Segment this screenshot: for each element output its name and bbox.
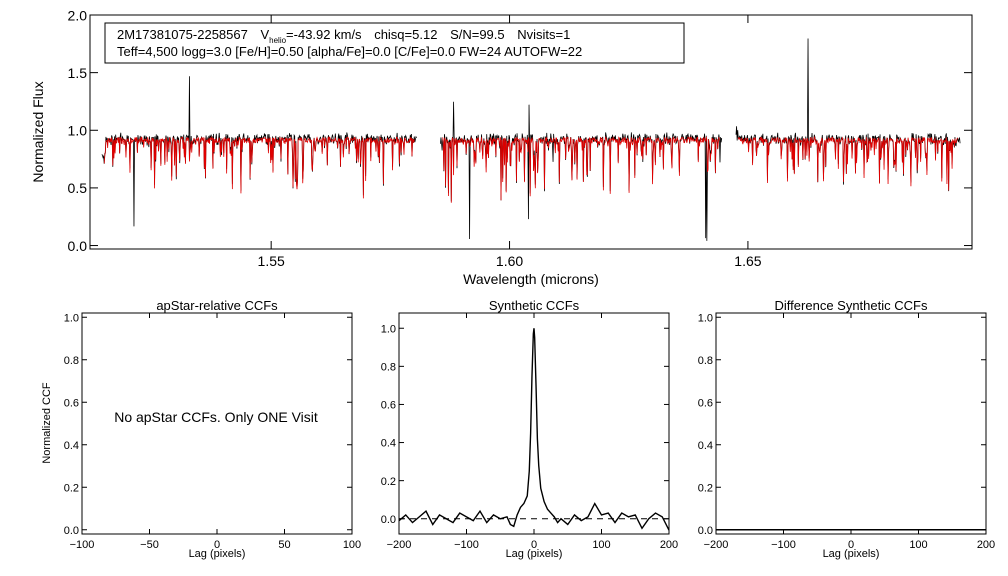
apstar-ccf-x-tick-label: −100 bbox=[70, 539, 95, 551]
synthetic-ccf-x-tick-label: −200 bbox=[387, 539, 412, 551]
spectrum-x-tick-label: 1.65 bbox=[734, 253, 761, 269]
synthetic-ccf-y-tick-label: 1.0 bbox=[381, 323, 396, 335]
model-spectrum-line bbox=[442, 135, 720, 203]
spectrum-axis-ticks: 1.55 1.60 1.65 0.0 0.5 1.0 1.5 2.0 bbox=[68, 7, 972, 269]
apstar-ccf-y-axis-label: Normalized CCF bbox=[41, 382, 53, 464]
difference-ccf-y-tick-label: 0.4 bbox=[698, 440, 713, 452]
synthetic-ccf-x-tick-label: 0 bbox=[531, 539, 537, 551]
synthetic-ccf-x-tick-label: 200 bbox=[660, 539, 678, 551]
difference-ccf-y-tick-label: 0.0 bbox=[698, 525, 713, 537]
apstar-ccf-y-tick-label: 0.4 bbox=[64, 440, 79, 452]
apstar-ccf-x-tick-label: 0 bbox=[214, 539, 220, 551]
spectrum-y-tick-label: 1.5 bbox=[68, 65, 88, 81]
model-spectrum-line bbox=[737, 135, 959, 191]
spectrum-panel: 1.55 1.60 1.65 0.0 0.5 1.0 1.5 2.0 Wavelength (… bbox=[30, 7, 973, 287]
spectrum-y-tick-label: 2.0 bbox=[68, 7, 88, 23]
apstar-ccf-x-tick-label: 100 bbox=[343, 539, 361, 551]
apstar-ccf-x-axis-label: Lag (pixels) bbox=[189, 548, 246, 560]
difference-ccf-x-tick-label: 0 bbox=[848, 539, 854, 551]
synthetic-ccf-x-tick-label: −100 bbox=[454, 539, 479, 551]
apstar-ccf-x-tick-label: 50 bbox=[278, 539, 290, 551]
apstar-ccf-axis-ticks: −100 −50 0 50 100 0.0 0.2 0.4 0.6 0.8 1.0 bbox=[64, 312, 361, 551]
v-helio-subscript: helio bbox=[269, 36, 286, 45]
synthetic-ccf-y-tick-label: 0.6 bbox=[381, 400, 396, 412]
synthetic-ccf-title: Synthetic CCFs bbox=[489, 298, 580, 313]
synthetic-ccf-x-tick-label: 100 bbox=[592, 539, 610, 551]
difference-ccf-x-tick-label: −200 bbox=[704, 539, 729, 551]
difference-ccf-plot-frame bbox=[715, 312, 987, 535]
synthetic-ccf-y-tick-label: 0.0 bbox=[381, 514, 396, 526]
spectrum-x-tick-label: 1.60 bbox=[496, 253, 523, 269]
v-helio-value: =-43.92 km/s bbox=[286, 27, 362, 42]
chisq-value: chisq=5.12 bbox=[374, 27, 437, 42]
observed-spectrum-line bbox=[101, 76, 417, 227]
synthetic-ccf-y-tick-label: 0.4 bbox=[381, 438, 396, 450]
synthetic-ccf-data bbox=[398, 328, 670, 531]
synthetic-ccf-x-axis-label: Lag (pixels) bbox=[506, 548, 563, 560]
info-line-1: 2M17381075-2258567 Vhelio=-43.92 km/s ch… bbox=[117, 27, 570, 45]
apstar-ccf-y-tick-label: 0.2 bbox=[64, 482, 79, 494]
spectrum-x-tick-label: 1.55 bbox=[258, 253, 285, 269]
star-id: 2M17381075-2258567 bbox=[117, 27, 248, 42]
spectrum-x-axis-label: Wavelength (microns) bbox=[463, 271, 599, 287]
difference-ccf-y-tick-label: 0.8 bbox=[698, 355, 713, 367]
synthetic-ccf-axis-ticks: −200 −100 0 100 200 0.0 0.2 0.4 0.6 0.8 1.0 bbox=[381, 313, 678, 551]
v-helio-symbol: V bbox=[260, 27, 269, 42]
spectrum-y-tick-label: 0.0 bbox=[68, 238, 88, 254]
synthetic-ccf-plot-frame bbox=[398, 312, 670, 535]
spectrum-plot-frame bbox=[89, 14, 973, 250]
spectrum-y-axis-label: Normalized Flux bbox=[30, 81, 46, 182]
difference-ccf-x-axis-label: Lag (pixels) bbox=[823, 548, 880, 560]
stellar-parameters-line: Teff=4,500 logg=3.0 [Fe/H]=0.50 [alpha/F… bbox=[117, 44, 582, 59]
apstar-ccf-y-tick-label: 0.8 bbox=[64, 355, 79, 367]
synthetic-ccf-y-tick-label: 0.8 bbox=[381, 362, 396, 374]
no-apstar-ccf-message: No apStar CCFs. Only ONE Visit bbox=[114, 409, 318, 425]
difference-ccf-x-tick-label: −100 bbox=[771, 539, 796, 551]
apstar-ccf-x-tick-label: −50 bbox=[140, 539, 159, 551]
apstar-ccf-y-tick-label: 0.0 bbox=[64, 525, 79, 537]
info-box bbox=[104, 22, 685, 64]
difference-ccf-title: Difference Synthetic CCFs bbox=[775, 298, 928, 313]
difference-ccf-y-tick-label: 0.2 bbox=[698, 482, 713, 494]
synthetic-ccf-line bbox=[398, 328, 670, 531]
model-spectrum-line bbox=[103, 135, 415, 199]
apstar-ccf-y-tick-label: 0.6 bbox=[64, 397, 79, 409]
spectrum-y-tick-label: 1.0 bbox=[68, 123, 88, 139]
difference-ccf-y-tick-label: 1.0 bbox=[698, 312, 713, 324]
apstar-ccf-panel: apStar-relative CCFs −100 −50 0 50 100 0.0 0.2… bbox=[41, 298, 361, 560]
difference-ccf-panel: Difference Synthetic CCFs −200 −100 0 100 20… bbox=[698, 298, 995, 560]
snr-value: S/N=99.5 bbox=[450, 27, 505, 42]
spectrum-data bbox=[101, 38, 961, 241]
nvisits-value: Nvisits=1 bbox=[517, 27, 570, 42]
difference-ccf-y-tick-label: 0.6 bbox=[698, 397, 713, 409]
difference-ccf-x-tick-label: 100 bbox=[909, 539, 927, 551]
apstar-ccf-y-tick-label: 1.0 bbox=[64, 312, 79, 324]
synthetic-ccf-y-tick-label: 0.2 bbox=[381, 476, 396, 488]
difference-ccf-x-tick-label: 200 bbox=[977, 539, 995, 551]
spectrum-y-tick-label: 0.5 bbox=[68, 180, 88, 196]
synthetic-ccf-panel: Synthetic CCFs −200 −100 0 100 200 0.0 0.2 0.4 0… bbox=[381, 298, 678, 560]
difference-ccf-axis-ticks: −200 −100 0 100 200 0.0 0.2 0.4 0.6 0.8 1.0 bbox=[698, 312, 995, 551]
apstar-ccf-title: apStar-relative CCFs bbox=[156, 298, 278, 313]
